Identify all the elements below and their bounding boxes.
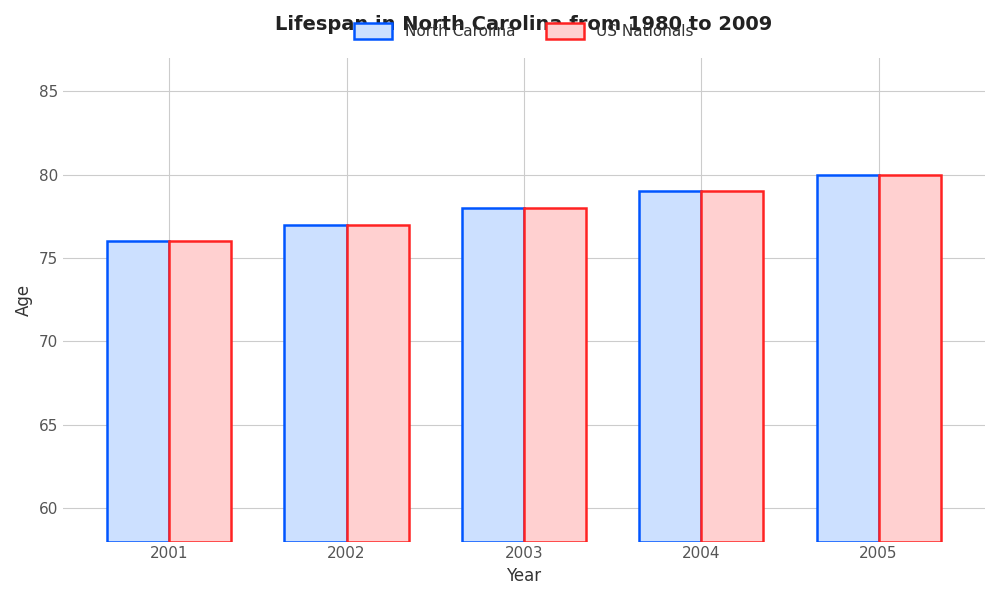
- Y-axis label: Age: Age: [15, 284, 33, 316]
- X-axis label: Year: Year: [506, 567, 541, 585]
- Bar: [107, 241, 169, 542]
- Bar: [284, 224, 347, 542]
- Bar: [701, 191, 763, 542]
- Bar: [169, 241, 231, 542]
- Bar: [817, 175, 879, 542]
- Bar: [347, 224, 409, 542]
- Bar: [462, 208, 524, 542]
- Bar: [639, 191, 701, 542]
- Bar: [879, 175, 941, 542]
- Legend: North Carolina, US Nationals: North Carolina, US Nationals: [348, 17, 700, 45]
- Title: Lifespan in North Carolina from 1980 to 2009: Lifespan in North Carolina from 1980 to …: [275, 15, 773, 34]
- Bar: [524, 208, 586, 542]
